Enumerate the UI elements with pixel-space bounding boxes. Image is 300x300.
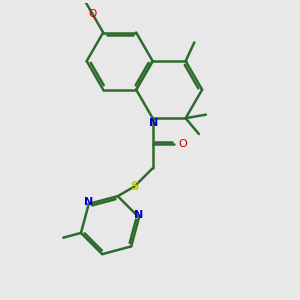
Text: N: N	[134, 210, 144, 220]
Text: O: O	[178, 139, 187, 148]
Text: S: S	[130, 180, 139, 193]
Text: N: N	[149, 118, 159, 128]
Text: N: N	[84, 197, 93, 207]
Text: O: O	[88, 9, 97, 19]
